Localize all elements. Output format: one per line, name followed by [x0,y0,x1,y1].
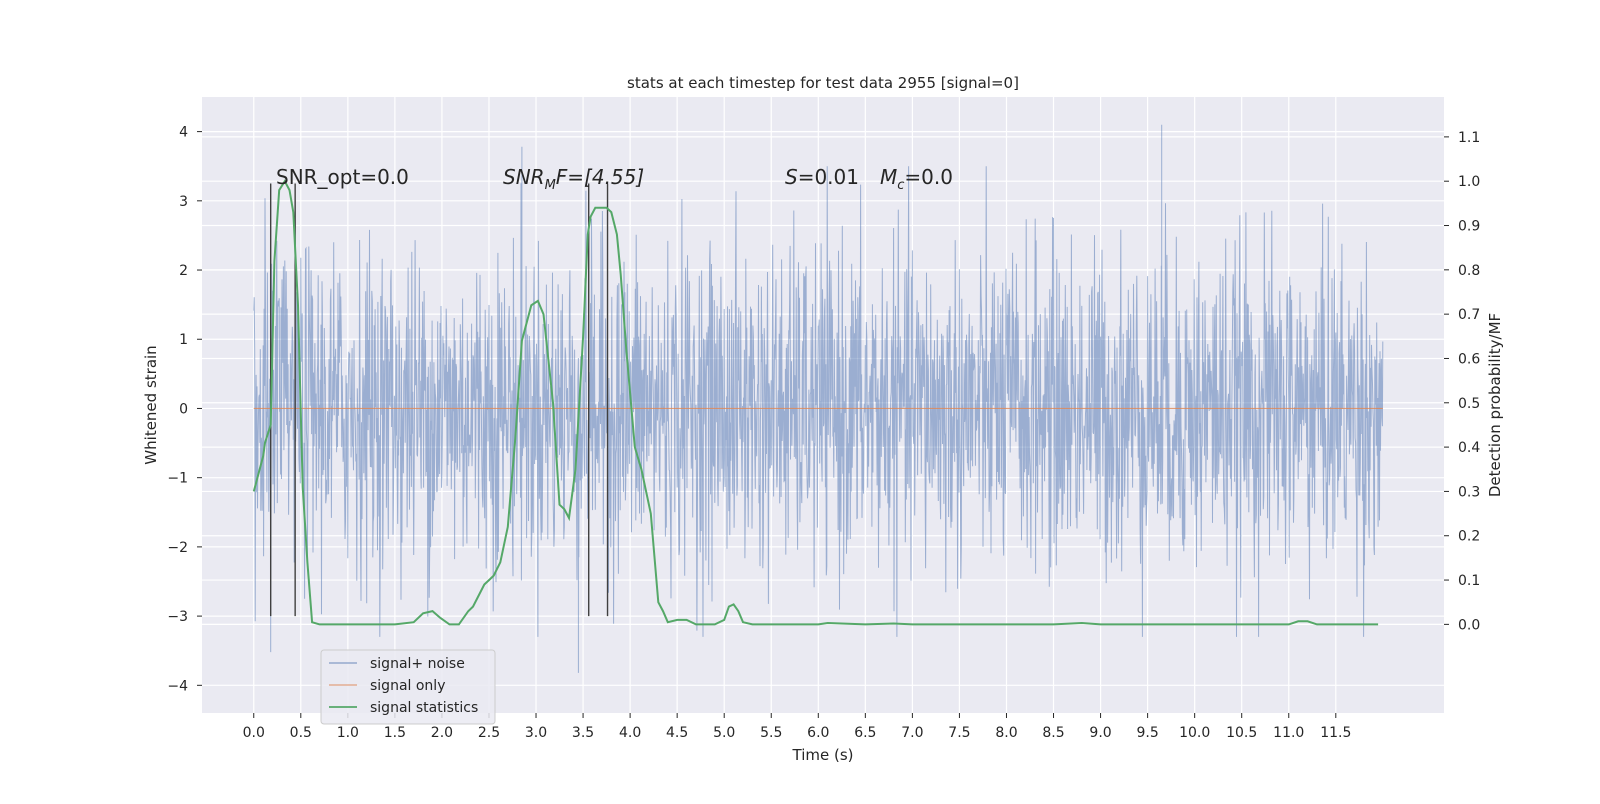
y-right-tick-label: 0.8 [1458,263,1480,279]
y-left-axis-label: Whitened strain [142,345,160,464]
x-tick-label: 4.5 [666,725,688,741]
x-tick-label: 4.0 [619,725,641,741]
y-left-tick-label: −4 [167,678,188,694]
x-tick-label: 1.5 [384,725,406,741]
legend-box [320,649,496,725]
x-axis-label: Time (s) [792,746,854,764]
x-tick-label: 6.0 [807,725,829,741]
x-tick-label: 8.0 [995,725,1017,741]
x-tick-label: 5.0 [713,725,735,741]
x-tick-label: 1.0 [337,725,359,741]
y-right-tick-label: 0.0 [1458,617,1480,633]
x-tick-label: 8.5 [1042,725,1064,741]
x-tick-label: 9.0 [1089,725,1111,741]
y-left-tick-label: 0 [179,401,188,417]
x-tick-label: 3.5 [572,725,594,741]
y-right-tick-label: 0.4 [1458,440,1480,456]
x-tick-label: 7.5 [948,725,970,741]
y-left-tick-label: 4 [179,125,188,141]
signal-noise-line [253,124,1384,673]
y-right-tick-label: 0.9 [1458,219,1480,235]
y-left-tick-label: −1 [167,471,188,487]
x-axis-ticks: 0.0 0.5 1.0 1.5 2.0 2.5 3.0 3.5 4.0 4.5 5.0 5.5 6.0 6… [243,713,1351,741]
y-right-tick-label: 0.5 [1458,396,1480,412]
y-left-axis-ticks: 4 3 2 1 0 −1 −2 −3 −4 [167,125,202,694]
x-tick-label: 11.5 [1320,725,1351,741]
x-tick-label: 9.5 [1136,725,1158,741]
series-signal-noise [253,124,1384,673]
chart-title: stats at each timestep for test data 295… [627,74,1019,92]
annotation-snr-mf: SNRMF=[4.55] [503,165,644,193]
x-tick-label: 10.5 [1226,725,1257,741]
x-tick-label: 10.0 [1179,725,1210,741]
y-right-axis-label: Detection probability/MF [1486,313,1504,497]
y-right-tick-label: 0.2 [1458,529,1480,545]
x-tick-label: 3.0 [525,725,547,741]
y-right-tick-label: 1.1 [1458,130,1480,146]
x-tick-label: 0.0 [243,725,265,741]
annotation-snr-opt: SNR_opt=0.0 [276,165,409,189]
y-right-tick-label: 0.6 [1458,351,1480,367]
y-left-tick-label: −2 [167,540,188,556]
x-tick-label: 2.0 [431,725,453,741]
legend-label-statistics: signal statistics [370,700,478,716]
y-left-tick-label: 1 [179,332,188,348]
x-tick-label: 5.5 [760,725,782,741]
signal-statistics-line [252,179,1379,626]
y-left-tick-label: 2 [179,263,188,279]
y-right-tick-label: 1.0 [1458,174,1480,190]
y-right-axis-ticks: 1.1 1.0 0.9 0.8 0.7 0.6 0.5 0.4 0.3 0.2 0.1 0.0 [1444,130,1480,633]
x-tick-label: 0.5 [290,725,312,741]
annotation-s: S=0.01 [785,165,859,189]
x-tick-label: 7.0 [901,725,923,741]
y-right-tick-label: 0.7 [1458,307,1480,323]
y-right-tick-label: 0.1 [1458,573,1480,589]
x-tick-label: 2.5 [478,725,500,741]
y-left-tick-label: −3 [167,609,188,625]
annotation-mc: Mc=0.0 [880,165,953,193]
series-signal-statistics [252,179,1379,626]
x-tick-label: 11.0 [1273,725,1304,741]
legend: signal+ noise signal only signal statist… [320,649,496,725]
x-tick-label: 6.5 [854,725,876,741]
legend-label-noise: signal+ noise [370,656,465,672]
legend-label-signal-only: signal only [370,678,445,694]
y-right-tick-label: 0.3 [1458,484,1480,500]
y-left-tick-label: 3 [179,194,188,210]
